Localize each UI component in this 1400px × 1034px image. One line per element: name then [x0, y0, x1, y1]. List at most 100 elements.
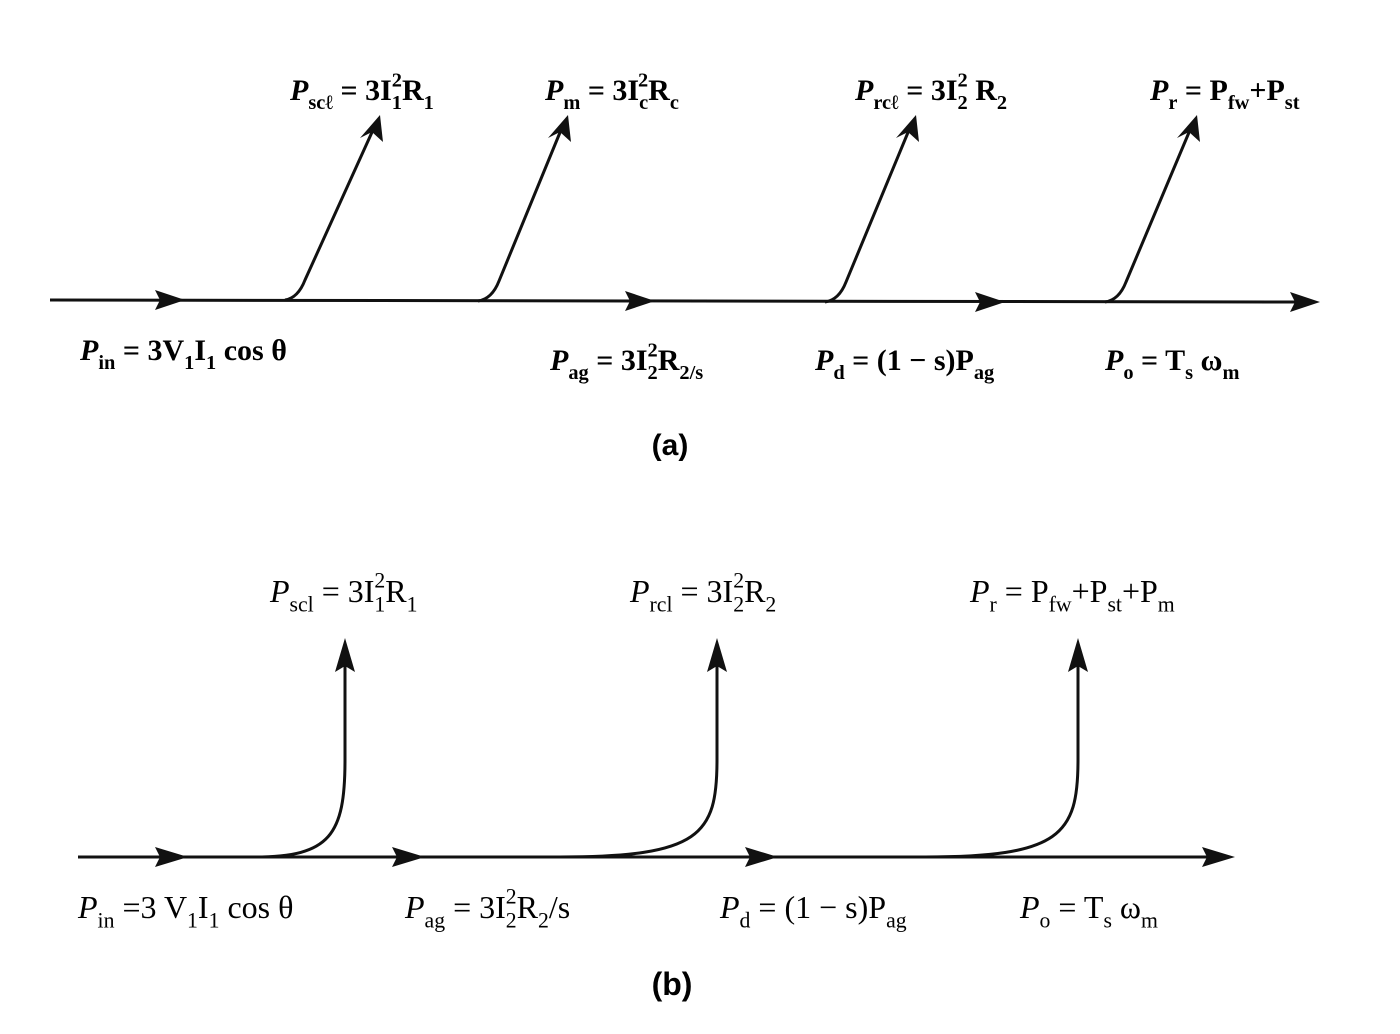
formula-sub: 1 [187, 909, 198, 933]
loss-branch [1104, 129, 1192, 304]
formula-text: P [404, 889, 425, 925]
formula-text: P [969, 573, 990, 609]
formula-text: cos θ [216, 334, 287, 367]
formula-text: P [814, 344, 834, 377]
formula-sub: 2 [648, 362, 658, 384]
formula-text: R [968, 74, 998, 107]
formula-sub: c [639, 92, 648, 114]
formula-sub: rcℓ [873, 92, 899, 114]
formula-text: ω [1193, 344, 1222, 377]
formula-sub: 2 [733, 593, 744, 617]
formula-sub: st [1285, 92, 1300, 114]
formula-text: P [77, 889, 98, 925]
formula-sup: 2 [392, 70, 402, 92]
arrowhead [745, 847, 778, 867]
formula-text: P [544, 74, 564, 107]
formula-text: I [194, 334, 206, 367]
formula-sub: m [563, 92, 580, 114]
formula: Po = Ts ωm [1019, 889, 1158, 933]
formula-text: /s [549, 889, 570, 925]
arrowhead [392, 847, 425, 867]
formula-sub: ag [974, 362, 994, 384]
formula-text: R [517, 889, 539, 925]
loss-branch [559, 660, 719, 859]
formula-sub: 2 [506, 909, 517, 933]
arrowhead [1290, 292, 1320, 312]
formula-text: = 3I [333, 74, 392, 107]
formula: Pag = 3I22R2/s [549, 340, 703, 385]
formula-text: R [385, 573, 407, 609]
formula-sub: m [1158, 593, 1175, 617]
arrowhead [707, 638, 727, 672]
formula-sub: 1 [184, 352, 194, 374]
formula-sub: o [1123, 362, 1133, 384]
loss-branch [254, 660, 347, 859]
formula-sub: scl [290, 593, 314, 617]
arrowhead [335, 638, 355, 672]
formula: Pin =3 V1I1 cos θ [77, 889, 293, 933]
formula-text: +P [1122, 573, 1158, 609]
formula-sup: 2 [733, 569, 744, 593]
arrowhead [548, 115, 571, 142]
formula: Pscℓ = 3I12R1 [289, 70, 434, 115]
arrowhead [1068, 638, 1088, 672]
formula-text: = 3I [589, 344, 648, 377]
formula-text: = 3I [580, 74, 639, 107]
formula-sub: ag [886, 909, 907, 933]
formula-sup: 2 [958, 70, 968, 92]
formula: Po = Ts ωm [1104, 344, 1239, 384]
formula-text: P [289, 74, 309, 107]
formula-text: I [198, 889, 209, 925]
formula: Pr = Pfw+Pst+Pm [969, 573, 1175, 617]
formula-sub: 1 [209, 909, 220, 933]
formula-text: = 3V [115, 334, 184, 367]
arrowhead [896, 115, 919, 142]
formula-sub: 1 [407, 593, 418, 617]
formula: Pd = (1 − s)Pag [719, 889, 907, 933]
formula-sub: ag [425, 909, 446, 933]
diagram-b: Pscl = 3I12R1 Prcl = 3I22R2 Pr = Pfw+Pst+P… [77, 569, 1235, 1002]
formula-text: P [1149, 74, 1169, 107]
loss-branch [924, 660, 1080, 859]
arrowhead [1177, 115, 1200, 142]
formula-text: P [1019, 889, 1040, 925]
formula-text: = 3I [314, 573, 375, 609]
formula-sub: 2 [997, 92, 1007, 114]
formula-sub: 2 [538, 909, 549, 933]
formula-text: R [658, 344, 680, 377]
arrowhead [155, 847, 188, 867]
formula-text: = 3I [445, 889, 506, 925]
formula-sub: in [98, 352, 116, 374]
formula-text: R [648, 74, 670, 107]
formula-text: = (1 − s)P [845, 344, 974, 377]
formula-text: = 3I [673, 573, 734, 609]
formula-text: = P [1177, 74, 1227, 107]
formula-text: P [79, 334, 99, 367]
formula: Pag = 3I22R2/s [404, 885, 570, 933]
formula: Pin = 3V1I1 cos θ [79, 334, 287, 374]
formula-sub: d [740, 909, 751, 933]
formula-text: P [1104, 344, 1124, 377]
formula-sub: st [1107, 593, 1122, 617]
formula-sub: 1 [206, 352, 216, 374]
power-flow-line [49, 298, 1301, 304]
loss-branch [477, 129, 563, 303]
formula-text: P [549, 344, 569, 377]
formula-sub: fw [1049, 593, 1072, 617]
formula: Pm = 3Ic2Rc [544, 70, 679, 115]
formula-text: = (1 − s)P [750, 889, 886, 925]
formula-sub: c [670, 92, 679, 114]
formula-text: cos θ [219, 889, 293, 925]
formula-text: = P [997, 573, 1049, 609]
formula: Prcl = 3I22R2 [629, 569, 776, 617]
formula-sub: m [1222, 362, 1239, 384]
formula-sub: d [833, 362, 845, 384]
formula-sub: r [1168, 92, 1177, 114]
formula-sub: fw [1228, 92, 1250, 114]
formula-sub: 2/s [679, 362, 703, 384]
formula-text: P [629, 573, 650, 609]
formula-text: +P [1249, 74, 1284, 107]
formula-sub: ag [568, 362, 588, 384]
formula-text: P [269, 573, 290, 609]
